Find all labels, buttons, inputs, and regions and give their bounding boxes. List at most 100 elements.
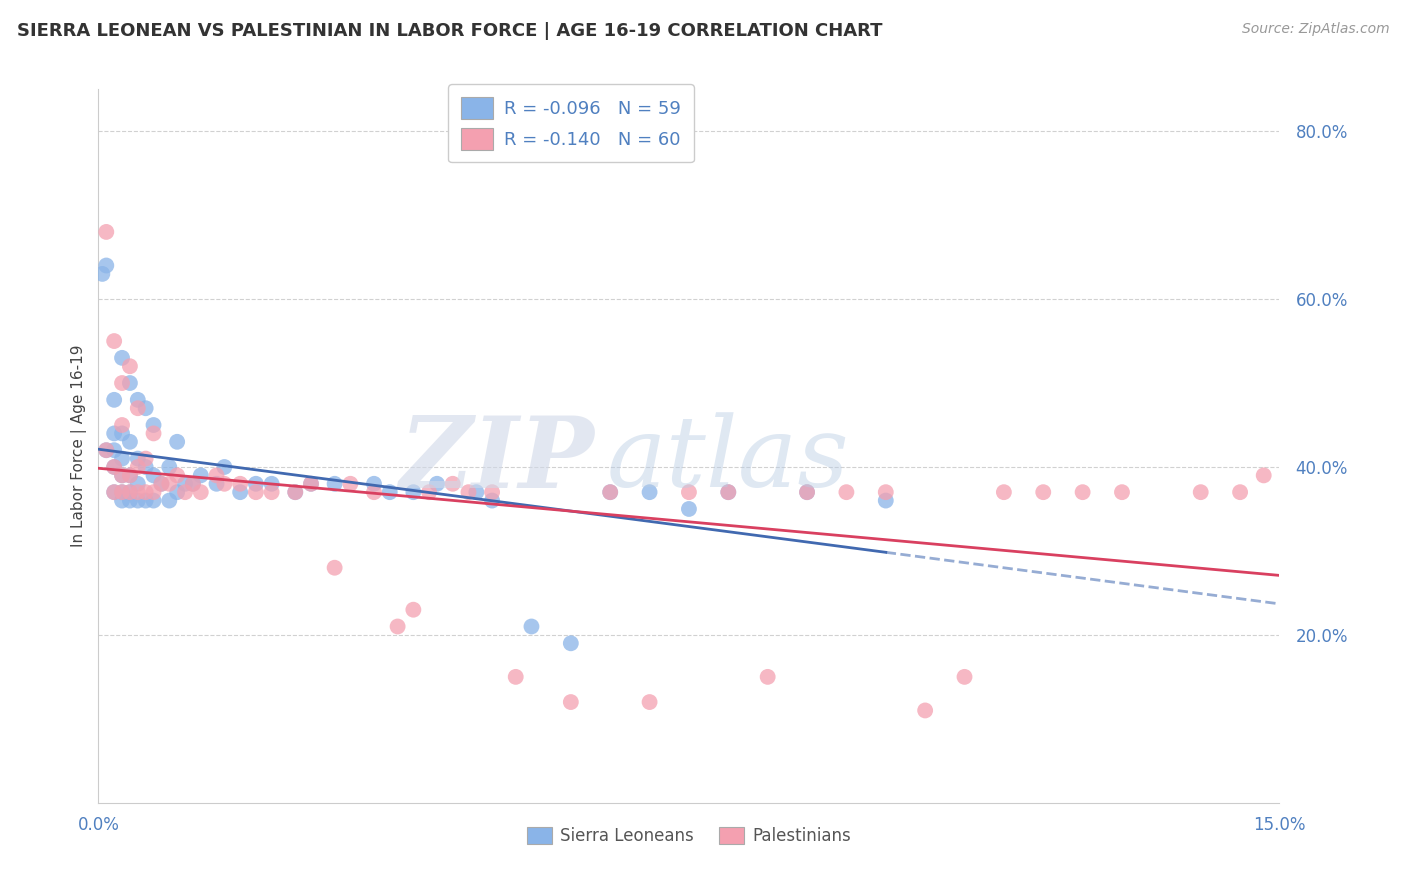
Point [323, 560, 346, 574]
Point [363, 476, 385, 491]
Point [111, 485, 134, 500]
Point [599, 485, 621, 500]
Point [520, 619, 543, 633]
Point [118, 468, 141, 483]
Point [1189, 485, 1212, 500]
Point [135, 401, 157, 416]
Point [127, 485, 149, 500]
Point [387, 619, 409, 633]
Point [127, 460, 149, 475]
Point [174, 485, 197, 500]
Point [96, 225, 118, 239]
Text: Source: ZipAtlas.com: Source: ZipAtlas.com [1241, 22, 1389, 37]
Point [181, 476, 204, 491]
Point [127, 476, 149, 491]
Point [190, 485, 212, 500]
Point [118, 434, 141, 449]
Point [953, 670, 976, 684]
Point [914, 703, 936, 717]
Point [111, 351, 134, 365]
Point [157, 476, 180, 491]
Point [166, 468, 188, 483]
Point [678, 485, 700, 500]
Point [142, 426, 165, 441]
Point [142, 485, 165, 500]
Point [229, 485, 252, 500]
Point [150, 476, 173, 491]
Point [214, 476, 236, 491]
Point [1253, 468, 1275, 483]
Point [118, 376, 141, 390]
Point [284, 485, 307, 500]
Text: ZIP: ZIP [399, 412, 595, 508]
Point [299, 476, 322, 491]
Point [756, 670, 779, 684]
Point [157, 493, 180, 508]
Point [214, 460, 236, 475]
Legend: Sierra Leoneans, Palestinians: Sierra Leoneans, Palestinians [520, 820, 858, 852]
Point [205, 476, 228, 491]
Point [96, 259, 118, 273]
Point [103, 443, 125, 458]
Point [127, 401, 149, 416]
Point [111, 493, 134, 508]
Point [111, 485, 134, 500]
Point [96, 443, 118, 458]
Point [638, 485, 661, 500]
Point [103, 426, 125, 441]
Point [1229, 485, 1251, 500]
Point [875, 485, 897, 500]
Point [103, 460, 125, 475]
Point [229, 476, 252, 491]
Point [481, 485, 503, 500]
Point [599, 485, 621, 500]
Point [127, 451, 149, 466]
Point [245, 476, 267, 491]
Text: atlas: atlas [606, 413, 849, 508]
Point [190, 468, 212, 483]
Point [118, 493, 141, 508]
Point [560, 695, 582, 709]
Point [103, 334, 125, 348]
Point [875, 493, 897, 508]
Point [299, 476, 322, 491]
Point [835, 485, 858, 500]
Point [118, 485, 141, 500]
Point [118, 359, 141, 374]
Point [103, 460, 125, 475]
Point [103, 392, 125, 407]
Point [402, 485, 425, 500]
Point [142, 493, 165, 508]
Point [1111, 485, 1133, 500]
Point [260, 476, 283, 491]
Point [157, 460, 180, 475]
Point [174, 476, 197, 491]
Point [118, 468, 141, 483]
Point [166, 485, 188, 500]
Point [638, 695, 661, 709]
Point [678, 502, 700, 516]
Point [103, 485, 125, 500]
Point [111, 468, 134, 483]
Point [111, 426, 134, 441]
Point [111, 417, 134, 432]
Point [993, 485, 1015, 500]
Point [135, 485, 157, 500]
Point [339, 476, 361, 491]
Point [363, 485, 385, 500]
Point [323, 476, 346, 491]
Point [284, 485, 307, 500]
Point [181, 476, 204, 491]
Point [465, 485, 488, 500]
Point [505, 670, 527, 684]
Point [1032, 485, 1054, 500]
Point [441, 476, 464, 491]
Point [457, 485, 479, 500]
Point [103, 485, 125, 500]
Point [378, 485, 401, 500]
Point [111, 376, 134, 390]
Point [135, 451, 157, 466]
Point [402, 603, 425, 617]
Point [166, 434, 188, 449]
Point [135, 493, 157, 508]
